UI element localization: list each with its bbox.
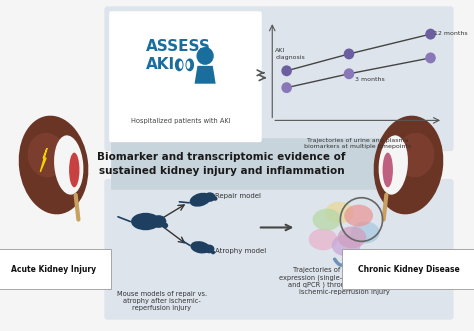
Text: Trajectories of urine and plasma
biomarkers at multiple timepoints: Trajectories of urine and plasma biomark… — [304, 138, 411, 149]
Ellipse shape — [190, 193, 211, 207]
Text: Atrophy model: Atrophy model — [215, 248, 266, 254]
FancyBboxPatch shape — [109, 11, 262, 142]
Ellipse shape — [162, 223, 168, 228]
Ellipse shape — [191, 241, 210, 254]
Text: Acute Kidney Injury: Acute Kidney Injury — [11, 264, 96, 274]
Ellipse shape — [185, 58, 194, 71]
Ellipse shape — [374, 116, 443, 214]
Circle shape — [344, 68, 354, 79]
Ellipse shape — [186, 61, 190, 69]
Text: AKI
diagnosis: AKI diagnosis — [275, 48, 305, 60]
Ellipse shape — [213, 197, 218, 201]
Ellipse shape — [175, 58, 183, 71]
Ellipse shape — [18, 116, 88, 214]
Ellipse shape — [383, 153, 393, 187]
Ellipse shape — [54, 135, 83, 195]
Ellipse shape — [332, 234, 361, 256]
Text: AKI: AKI — [146, 57, 175, 72]
Circle shape — [344, 48, 354, 59]
Ellipse shape — [204, 245, 214, 253]
Circle shape — [196, 47, 214, 65]
Ellipse shape — [309, 228, 337, 250]
Text: Biomarker and transcriptomic evidence of
sustained kidney injury and inflammatio: Biomarker and transcriptomic evidence of… — [97, 152, 346, 176]
Ellipse shape — [312, 209, 341, 230]
Ellipse shape — [27, 133, 66, 177]
Ellipse shape — [69, 153, 80, 187]
Ellipse shape — [337, 226, 366, 248]
Circle shape — [425, 29, 436, 40]
Text: 3 months: 3 months — [355, 77, 384, 82]
Text: Hospitalized patients with AKI: Hospitalized patients with AKI — [131, 118, 231, 124]
Text: 12 months: 12 months — [434, 31, 468, 36]
Polygon shape — [194, 66, 216, 84]
Ellipse shape — [344, 205, 373, 226]
Circle shape — [282, 82, 292, 93]
Text: Chronic Kidney Disease: Chronic Kidney Disease — [357, 264, 459, 274]
Ellipse shape — [204, 192, 216, 202]
FancyArrow shape — [111, 138, 428, 190]
Text: ASSESS: ASSESS — [146, 39, 210, 54]
Ellipse shape — [179, 61, 182, 69]
Ellipse shape — [131, 213, 160, 230]
Circle shape — [425, 52, 436, 63]
Ellipse shape — [379, 135, 408, 195]
Polygon shape — [40, 148, 47, 172]
Ellipse shape — [151, 215, 166, 228]
Ellipse shape — [351, 221, 380, 243]
Ellipse shape — [396, 133, 435, 177]
FancyBboxPatch shape — [104, 179, 454, 320]
Text: Mouse models of repair vs.
atrophy after ischemic-
reperfusion injury: Mouse models of repair vs. atrophy after… — [117, 291, 207, 311]
Text: Repair model: Repair model — [215, 193, 261, 199]
Circle shape — [282, 65, 292, 76]
FancyBboxPatch shape — [104, 6, 454, 151]
Text: Trajectories of biomarker gene
expression (single-cell RNA sequencing
and qPCR ): Trajectories of biomarker gene expressio… — [279, 267, 410, 295]
Ellipse shape — [211, 251, 215, 254]
Ellipse shape — [325, 202, 354, 223]
